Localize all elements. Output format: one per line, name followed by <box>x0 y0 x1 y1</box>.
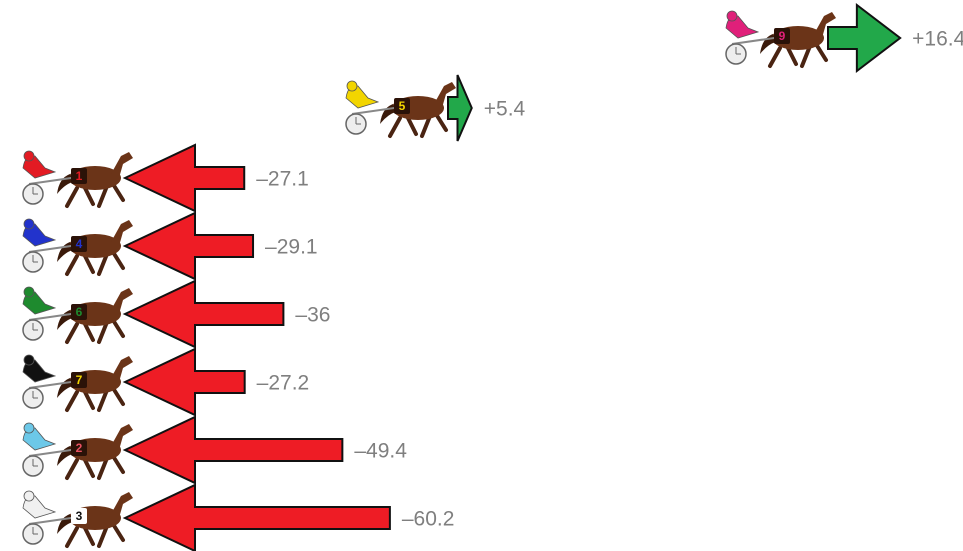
jockey-helmet <box>24 355 34 365</box>
horse-leg <box>770 48 780 66</box>
horse-neck <box>111 356 133 382</box>
horse-icon: 4 <box>23 219 133 274</box>
arrow <box>125 349 245 415</box>
arrow <box>125 145 244 211</box>
horse-leg <box>85 188 93 204</box>
horse-leg <box>113 320 123 336</box>
value-label: –49.4 <box>354 440 407 463</box>
horse-neck <box>111 492 133 518</box>
horse-icon: 7 <box>23 355 133 410</box>
horse-neck <box>111 288 133 314</box>
horse-leg <box>85 324 93 340</box>
horse-tail <box>57 174 73 194</box>
value-label: –27.2 <box>257 372 310 395</box>
value-label: –27.1 <box>256 168 309 191</box>
arrow <box>125 485 390 551</box>
horse-number: 4 <box>76 237 83 251</box>
value-label: +16.4 <box>912 28 963 51</box>
chart: 9 +16.4 5 +5.4 1 –27.1 4 –29.1 6 –36 7 –27.2 2 –49.4 3… <box>0 0 963 551</box>
value-label: –29.1 <box>265 236 318 259</box>
horse-number: 1 <box>76 169 83 183</box>
horse-leg <box>85 256 93 272</box>
jockey-helmet <box>24 151 34 161</box>
horse-leg <box>113 388 123 404</box>
horse-leg <box>85 460 93 476</box>
horse-leg <box>67 256 77 274</box>
arrow <box>828 5 900 71</box>
horse-leg <box>113 184 123 200</box>
horse-neck <box>111 220 133 246</box>
horse-icon: 2 <box>23 423 133 478</box>
horse-number: 9 <box>779 29 786 43</box>
horse-neck <box>111 424 133 450</box>
horse-number: 2 <box>76 441 83 455</box>
jockey-helmet <box>347 81 357 91</box>
horse-icon: 6 <box>23 287 133 342</box>
horse-icon: 1 <box>23 151 133 206</box>
horse-tail <box>380 104 396 124</box>
horse-leg <box>788 48 796 64</box>
horse-leg <box>67 392 77 410</box>
horse-icon: 9 <box>726 11 836 66</box>
jockey-helmet <box>24 219 34 229</box>
horse-leg <box>113 456 123 472</box>
horse-leg <box>390 118 400 136</box>
horse-neck <box>111 152 133 178</box>
value-label: –36 <box>295 304 330 327</box>
horse-icon: 5 <box>346 81 456 136</box>
horse-number: 6 <box>76 305 83 319</box>
horse-leg <box>113 252 123 268</box>
horse-icon: 3 <box>23 491 133 546</box>
horse-leg <box>816 44 826 60</box>
horse-tail <box>57 310 73 330</box>
horse-leg <box>113 524 123 540</box>
horse-leg <box>67 528 77 546</box>
horse-leg <box>408 118 416 134</box>
horse-leg <box>85 392 93 408</box>
horse-leg <box>67 188 77 206</box>
horse-leg <box>67 324 77 342</box>
arrow <box>125 213 253 279</box>
value-label: +5.4 <box>484 98 526 121</box>
horse-number: 3 <box>76 509 83 523</box>
horse-tail <box>57 446 73 466</box>
horse-number: 5 <box>399 99 406 113</box>
arrow <box>125 417 342 483</box>
horse-tail <box>57 378 73 398</box>
horse-leg <box>436 114 446 130</box>
horse-leg <box>67 460 77 478</box>
page: {"chart_data": {"type": "arrow", "catego… <box>0 0 963 551</box>
horse-tail <box>760 34 776 54</box>
jockey-helmet <box>727 11 737 21</box>
horse-number: 7 <box>76 373 83 387</box>
jockey-helmet <box>24 423 34 433</box>
jockey-helmet <box>24 491 34 501</box>
jockey-helmet <box>24 287 34 297</box>
horse-leg <box>85 528 93 544</box>
horse-tail <box>57 242 73 262</box>
value-label: –60.2 <box>402 508 455 531</box>
arrow <box>125 281 283 347</box>
horse-tail <box>57 514 73 534</box>
